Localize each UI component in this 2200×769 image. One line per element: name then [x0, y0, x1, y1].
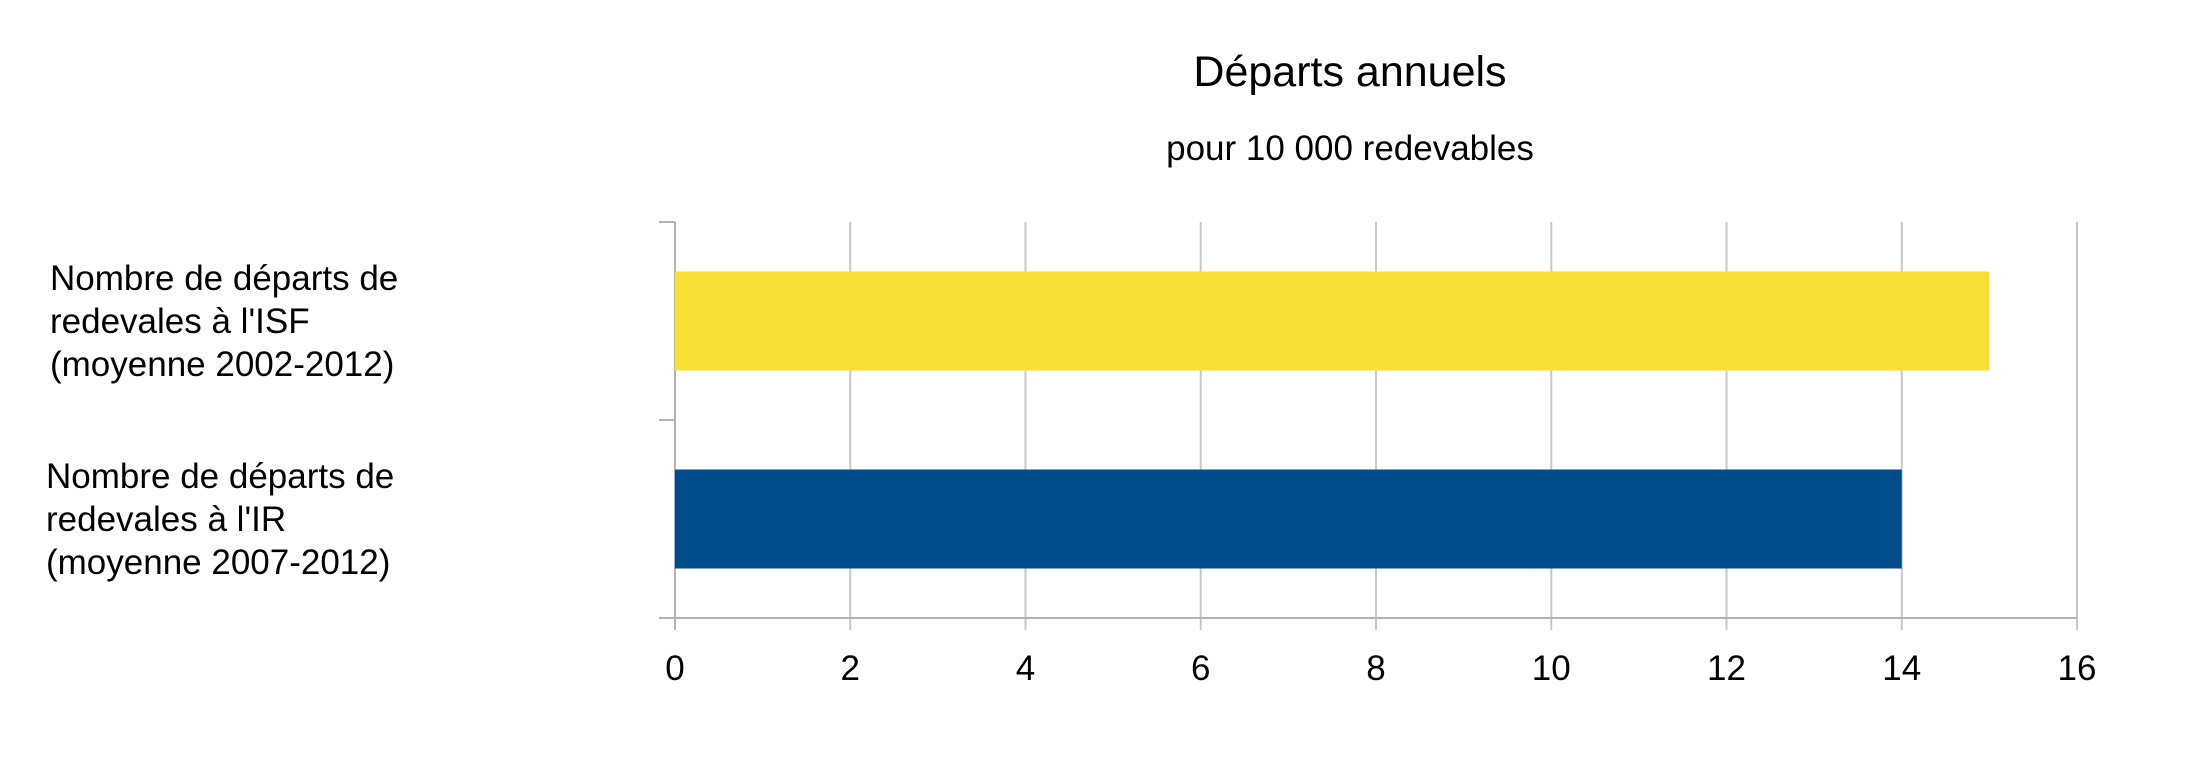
category-label: Nombre de départs de	[50, 259, 398, 298]
chart-title: Départs annuels	[1193, 48, 1506, 96]
x-tick-label: 0	[665, 649, 684, 688]
category-label: (moyenne 2002-2012)	[50, 345, 394, 384]
bar	[675, 469, 1902, 569]
x-tick-label: 2	[841, 649, 860, 688]
x-tick-label: 4	[1016, 649, 1035, 688]
x-tick-label: 10	[1532, 649, 1571, 688]
category-label: Nombre de départs de	[46, 457, 394, 496]
chart-subtitle: pour 10 000 redevables	[1166, 129, 1534, 168]
x-tick-label: 14	[1882, 649, 1921, 688]
bar	[675, 271, 1990, 371]
x-tick-label: 12	[1707, 649, 1746, 688]
category-label: redevales à l'IR	[46, 500, 286, 539]
x-tick-label: 6	[1191, 649, 1210, 688]
plot-area: 0 2 4 6 8 10 12 14 16 Nombre de départs de redeval…	[46, 221, 2097, 688]
x-tick-label: 8	[1366, 649, 1385, 688]
category-label: redevales à l'ISF	[50, 302, 310, 341]
x-tick-label: 16	[2058, 649, 2097, 688]
category-label: (moyenne 2007-2012)	[46, 543, 390, 582]
